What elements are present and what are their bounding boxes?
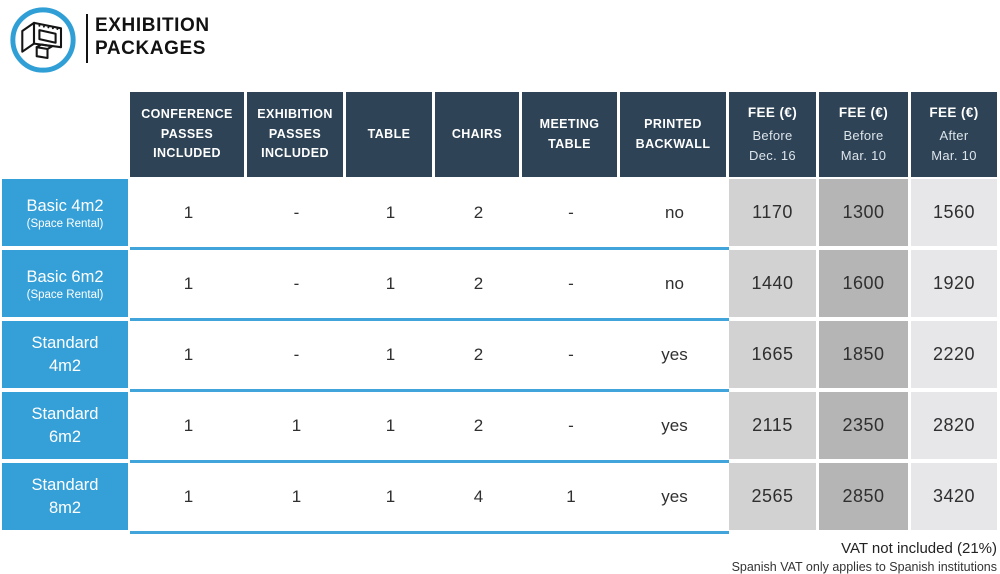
title-divider [86,14,88,63]
row-sublabel: (Space Rental) [26,289,104,302]
fee-header-sub: Before Dec. 16 [749,127,796,163]
col-header-conference-passes: CONFERENCE PASSES INCLUDED [130,92,247,179]
row-header-basic-4m2: Basic 4m2 (Space Rental) [0,179,130,250]
fee-cell: 2115 [729,392,819,463]
vat-footnote: VAT not included (21%) Spanish VAT only … [732,540,997,574]
table-corner-spacer [0,92,130,179]
fee-cell: 1300 [819,179,911,250]
table-cell: no [620,250,729,321]
fee-cell: 2565 [729,463,819,534]
fee-header-title: FEE (€) [929,104,979,120]
table-cell: 2 [435,392,522,463]
row-header-standard-4m2: Standard 4m2 [0,321,130,392]
table-cell: 1 [346,463,435,534]
col-header-fee-after-mar10: FEE (€) After Mar. 10 [911,92,997,179]
fee-cell: 1600 [819,250,911,321]
page-title-line2: PACKAGES [95,38,207,59]
vat-note-line1: VAT not included (21%) [841,540,997,557]
row-label: Basic 6m2 [26,267,104,286]
row-header-standard-6m2: Standard 6m2 [0,392,130,463]
fee-cell: 2850 [819,463,911,534]
exhibition-booth-icon [7,4,79,76]
fee-header-title: FEE (€) [838,104,889,120]
fee-header-sub: After Mar. 10 [931,127,977,163]
page-title-line1: EXHIBITION [95,15,210,36]
table-cell: 1 [130,321,247,392]
fee-cell: 2350 [819,392,911,463]
table-cell: 4 [435,463,522,534]
table-cell: 1 [130,250,247,321]
table-cell: no [620,179,729,250]
table-cell: 1 [130,392,247,463]
row-header-basic-6m2: Basic 6m2 (Space Rental) [0,250,130,321]
row-header-standard-8m2: Standard 8m2 [0,463,130,534]
table-cell: 1 [346,179,435,250]
col-header-printed-backwall: PRINTED BACKWALL [620,92,729,179]
table-cell: 1 [130,179,247,250]
table-cell: 1 [130,463,247,534]
table-cell: 1 [522,463,620,534]
row-label: Basic 4m2 [26,196,104,215]
fee-cell: 1850 [819,321,911,392]
fee-cell: 1920 [911,250,997,321]
col-header-chairs: CHAIRS [435,92,522,179]
fee-cell: 1560 [911,179,997,250]
row-label: Standard 6m2 [31,405,99,446]
page-title: EXHIBITION PACKAGES [95,14,210,60]
fee-cell: 1665 [729,321,819,392]
row-label: Standard 4m2 [31,334,99,375]
packages-table: CONFERENCE PASSES INCLUDED EXHIBITION PA… [0,92,997,534]
col-header-exhibition-passes: EXHIBITION PASSES INCLUDED [247,92,346,179]
table-cell: - [522,179,620,250]
row-label: Standard 8m2 [31,476,99,517]
table-cell: 2 [435,250,522,321]
table-cell: yes [620,392,729,463]
table-cell: - [522,392,620,463]
col-header-fee-before-dec16: FEE (€) Before Dec. 16 [729,92,819,179]
table-cell: yes [620,463,729,534]
col-header-meeting-table: MEETING TABLE [522,92,620,179]
fee-cell: 1440 [729,250,819,321]
table-cell: - [247,179,346,250]
table-cell: 1 [247,463,346,534]
fee-cell: 2820 [911,392,997,463]
table-cell: - [247,250,346,321]
fee-cell: 2220 [911,321,997,392]
table-cell: - [247,321,346,392]
table-cell: 1 [247,392,346,463]
table-cell: 2 [435,179,522,250]
table-cell: 1 [346,392,435,463]
table-cell: 1 [346,321,435,392]
col-header-table: TABLE [346,92,435,179]
fee-cell: 3420 [911,463,997,534]
fee-header-title: FEE (€) [747,104,798,120]
vat-note-line2: Spanish VAT only applies to Spanish inst… [731,559,997,574]
table-cell: - [522,250,620,321]
row-sublabel: (Space Rental) [26,218,104,231]
table-cell: 2 [435,321,522,392]
table-cell: - [522,321,620,392]
fee-cell: 1170 [729,179,819,250]
fee-header-sub: Before Mar. 10 [840,127,887,163]
col-header-fee-before-mar10: FEE (€) Before Mar. 10 [819,92,911,179]
table-cell: yes [620,321,729,392]
table-cell: 1 [346,250,435,321]
